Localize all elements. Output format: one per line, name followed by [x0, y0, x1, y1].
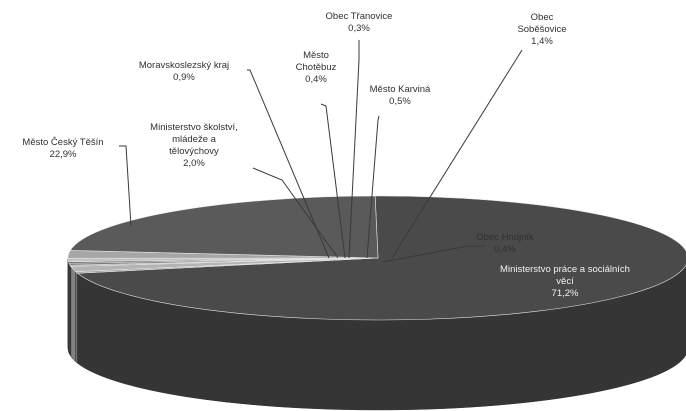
leader-line-5	[320, 103, 346, 259]
slice-name-label-0: Ministerstvo práce a sociálních	[500, 264, 630, 275]
pie-top-faces	[67, 195, 686, 321]
leader-line-3	[348, 40, 360, 259]
slice-name-label-2: Soběšovice	[517, 24, 566, 35]
leader-line-8	[119, 145, 132, 227]
slice-name-label-5: Chotěbuz	[296, 62, 337, 73]
pie-slice-8	[69, 195, 379, 259]
pie-slice-side-1	[75, 271, 78, 364]
slice-name-label-4: Město Karviná	[370, 84, 431, 95]
slice-value-label-6: 0,9%	[173, 72, 195, 83]
leader-line-2	[391, 49, 523, 259]
slice-value-label-5: 0,4%	[305, 74, 327, 85]
slice-name-label-7: Ministerstvo školství,	[150, 122, 238, 133]
slice-value-label-2: 1,4%	[531, 36, 553, 47]
slice-name-label-6: Moravskoslezský kraj	[139, 60, 229, 71]
slice-value-label-4: 0,5%	[389, 96, 411, 107]
slice-value-label-8: 22,9%	[50, 149, 77, 160]
slice-name-label-5: Město	[303, 50, 329, 61]
leader-line-1	[382, 245, 486, 263]
slice-value-label-1: 0,4%	[494, 244, 516, 255]
leader-line-7	[252, 167, 339, 259]
pie-slice-0	[76, 195, 686, 321]
leader-line-6	[247, 69, 330, 259]
slice-value-label-7: 2,0%	[183, 158, 205, 169]
leader-line-4	[366, 115, 380, 259]
slice-name-label-7: tělovýchovy	[169, 146, 219, 157]
slice-name-label-1: Obec Hnojník	[476, 232, 534, 243]
slice-name-label-2: Obec	[531, 12, 554, 23]
slice-labels: Ministerstvo práce a sociálníchvěcí71,2%…	[22, 11, 630, 299]
slice-name-label-7: mládeže a	[172, 134, 217, 145]
slice-name-label-3: Obec Třanovice	[326, 11, 393, 22]
pie-slice-side-2	[70, 265, 76, 363]
slice-name-label-0: věcí	[556, 276, 574, 287]
slice-value-label-0: 71,2%	[552, 288, 579, 299]
slice-value-label-3: 0,3%	[348, 23, 370, 34]
slice-name-label-8: Město Český Těšín	[22, 137, 103, 148]
